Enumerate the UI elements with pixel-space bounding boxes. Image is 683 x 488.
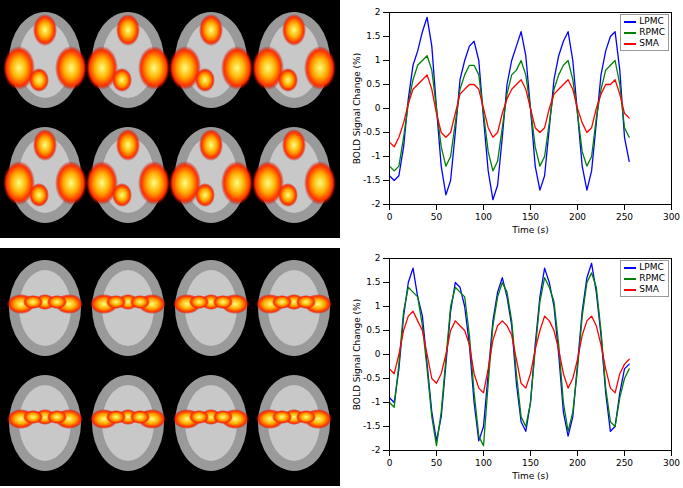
svg-text:1.5: 1.5 [366,277,380,287]
svg-text:100: 100 [475,458,492,468]
svg-text:-2: -2 [372,199,381,209]
svg-text:BOLD Signal Change (%): BOLD Signal Change (%) [352,299,362,410]
svg-text:-1: -1 [372,151,381,161]
svg-text:200: 200 [569,458,586,468]
svg-text:-1: -1 [372,397,381,407]
svg-text:0.5: 0.5 [366,79,380,89]
svg-text:150: 150 [522,458,539,468]
html-text:RPMC: RPMC [639,27,665,37]
svg-text:-0.5: -0.5 [363,127,381,137]
svg-text:200: 200 [569,212,586,222]
html-text:RPMC: RPMC [639,273,665,283]
html-text:LPMC: LPMC [639,262,664,272]
svg-text:150: 150 [522,212,539,222]
svg-text:-0.5: -0.5 [363,373,381,383]
svg-text:250: 250 [616,212,633,222]
html-text:SMA: SMA [639,38,659,48]
svg-text:BOLD Signal Change (%): BOLD Signal Change (%) [352,53,362,164]
svg-text:0.5: 0.5 [366,325,380,335]
svg-text:50: 50 [431,212,443,222]
svg-text:0: 0 [387,458,393,468]
svg-text:1.5: 1.5 [366,31,380,41]
svg-text:2: 2 [375,7,381,17]
svg-text:0: 0 [387,212,393,222]
svg-text:2: 2 [375,253,381,263]
svg-text:300: 300 [663,212,680,222]
svg-text:250: 250 [616,458,633,468]
svg-text:1: 1 [375,301,381,311]
svg-text:100: 100 [475,212,492,222]
svg-text:1: 1 [375,55,381,65]
html-text:SMA: SMA [639,284,659,294]
svg-text:-1.5: -1.5 [363,175,381,185]
html-text:LPMC: LPMC [639,16,664,26]
svg-text:0: 0 [375,349,381,359]
svg-text:-2: -2 [372,445,381,455]
svg-text:0: 0 [375,103,381,113]
svg-text:50: 50 [431,458,443,468]
svg-text:Time (s): Time (s) [511,471,549,481]
svg-text:-1.5: -1.5 [363,421,381,431]
svg-text:Time (s): Time (s) [511,225,549,235]
svg-text:300: 300 [663,458,680,468]
